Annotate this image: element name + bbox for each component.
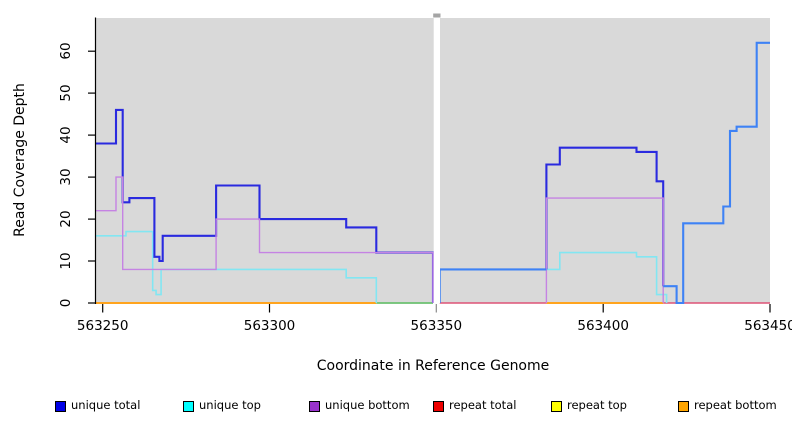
legend-label: unique top <box>199 398 261 412</box>
x-tick-label: 563250 <box>76 318 129 334</box>
x-tick-label: 563350 <box>410 318 463 334</box>
series-unique-total-left <box>96 108 435 303</box>
legend-swatch-icon <box>183 401 194 412</box>
legend-label: unique bottom <box>325 398 410 412</box>
legend-swatch-icon <box>433 401 444 412</box>
legend-swatch-icon <box>678 401 689 412</box>
legend-label: repeat bottom <box>694 398 777 412</box>
series-unique-total-mid-hump <box>545 146 665 287</box>
legend-label: repeat total <box>449 398 517 412</box>
legend-label: unique total <box>71 398 141 412</box>
series-unique-bottom-left <box>96 176 434 303</box>
y-axis-title: Read Coverage Depth <box>12 83 28 237</box>
x-tick-label: 563400 <box>577 318 629 334</box>
series-unique-total-far-right <box>663 41 770 305</box>
y-tick-label: 30 <box>58 168 74 186</box>
y-tick-label: 10 <box>58 252 74 270</box>
y-tick-label: 60 <box>58 42 74 60</box>
x-axis-title: Coordinate in Reference Genome <box>316 358 550 374</box>
legend-swatch-icon <box>55 401 66 412</box>
x-tick-label: 563450 <box>744 318 792 334</box>
no-data-gap-band <box>433 18 440 303</box>
y-tick-label: 20 <box>58 210 74 228</box>
x-tick-label: 563300 <box>243 318 296 334</box>
legend-swatch-icon <box>309 401 320 412</box>
y-tick-label: 40 <box>58 126 74 144</box>
y-tick-label: 50 <box>58 84 74 102</box>
legend-swatch-icon <box>551 401 562 412</box>
gap-top-stub <box>433 13 441 18</box>
series-unique-top-left <box>96 230 378 303</box>
legend-label: repeat top <box>567 398 627 412</box>
series-unique-bottom-right <box>545 197 664 303</box>
y-tick-label: 0 <box>58 298 74 308</box>
